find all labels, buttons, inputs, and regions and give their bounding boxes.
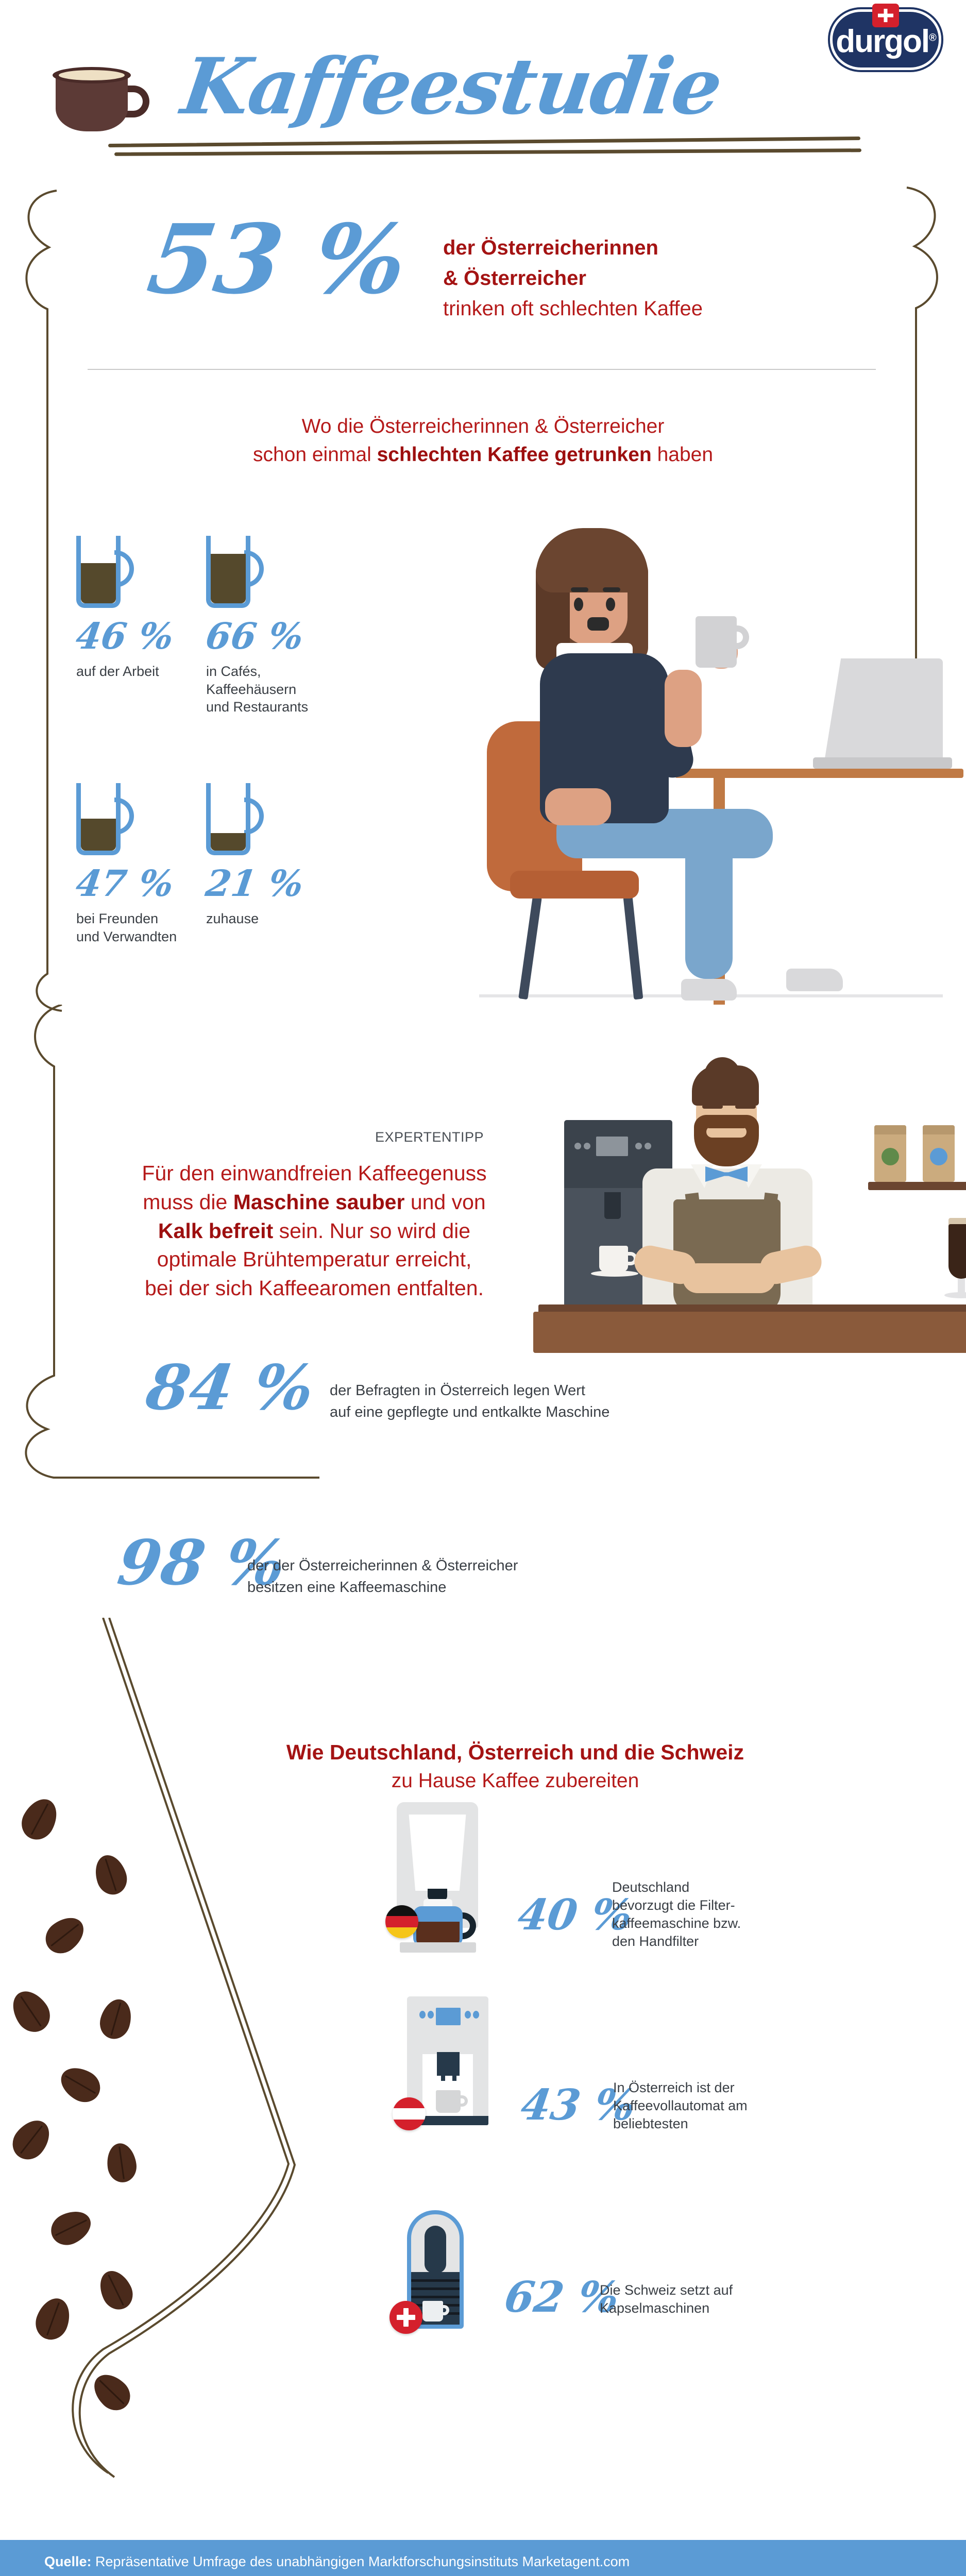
expert-line-2-bold: Maschine sauber xyxy=(233,1190,405,1214)
where-heading-post: haben xyxy=(651,444,714,466)
where-heading-bold: schlechten Kaffee getrunken xyxy=(377,444,652,466)
footer-source-text: Repräsentative Umfrage des unabhängigen … xyxy=(91,2554,630,2570)
registered-trademark-icon: ® xyxy=(929,32,937,44)
dach-text-austria: In Österreich ist der Kaffeevollautomat … xyxy=(613,2080,748,2132)
dach-subheading: zu Hause Kaffee zubereiten xyxy=(391,1770,639,1792)
footer-source-label: Quelle: xyxy=(44,2554,92,2570)
capsule-coffee-machine-icon xyxy=(407,2210,474,2336)
expert-line-2-post: und von xyxy=(404,1190,486,1214)
expert-line-1: Für den einwandfreien Kaffeegenuss xyxy=(142,1161,487,1185)
hero-divider xyxy=(88,369,876,370)
expert-tip-label: EXPERTENTIPP xyxy=(375,1129,484,1145)
cup-stat-block-1: 46 % auf der Arbeit xyxy=(73,536,231,681)
durgol-logo: durgol® xyxy=(830,4,941,70)
fully-automatic-coffee-machine-icon xyxy=(407,1996,495,2130)
expert-line-3-bold: Kalk befreit xyxy=(158,1218,274,1243)
hero-line-3: trinken oft schlechten Kaffee xyxy=(443,297,703,320)
expert-line-4: optimale Brühtemperatur erreicht, xyxy=(157,1247,472,1272)
stat-84-percent: 84 % xyxy=(142,1351,318,1424)
decorative-line-1 xyxy=(108,136,861,148)
page-title: Kaffeestudie xyxy=(176,41,727,132)
cup-label-4: zuhause xyxy=(206,911,259,926)
german-flag-icon xyxy=(385,1905,418,1938)
cup-stat-block-3: 47 % bei Freunden und Verwandten xyxy=(73,783,231,945)
expert-line-3-post: sein. Nur so wird die xyxy=(273,1218,471,1243)
filter-coffee-machine-icon xyxy=(397,1802,484,1957)
stat-84-line-2: auf eine gepflegte und entkalkte Maschin… xyxy=(330,1404,610,1421)
cup-label-2: in Cafés, Kaffeehäusern und Restaurants xyxy=(206,664,309,715)
dach-text-germany: Deutschland bevorzugt die Filter- kaffee… xyxy=(612,1879,741,1950)
swiss-flag-icon xyxy=(389,2301,422,2334)
hero-percent: 53 % xyxy=(141,203,414,315)
footer-line-1: Quelle: Repräsentative Umfrage des unabh… xyxy=(44,2551,630,2573)
dach-text-switzerland: Die Schweiz setzt auf Kapselmaschinen xyxy=(600,2282,733,2316)
coffee-mug-icon xyxy=(206,536,264,608)
dach-row-austria: 43 % In Österreich ist der Kaffeevollaut… xyxy=(393,1996,966,2161)
where-heading-line-2: schon einmal schlechten Kaffee getrunken… xyxy=(0,440,966,469)
dach-row-germany: 40 % Deutschland bevorzugt die Filter- k… xyxy=(385,1802,963,1972)
expert-line-2-pre: muss die xyxy=(143,1190,233,1214)
stat-98-line-2: besitzen eine Kaffeemaschine xyxy=(247,1579,447,1596)
dach-heading: Wie Deutschland, Österreich und die Schw… xyxy=(286,1740,744,1764)
footer-line-2: im Auftrag der Schweizer Traditionsmarke… xyxy=(44,2573,630,2576)
stat-84-line-1: der Befragten in Österreich legen Wert xyxy=(330,1382,585,1399)
woman-drinking-coffee-illustration xyxy=(479,515,966,1005)
barista-illustration xyxy=(533,1054,966,1363)
logo-brand-text: durgol xyxy=(836,24,930,59)
cup-percent-2: 66 % xyxy=(203,615,307,657)
expert-line-5: bei der sich Kaffeearomen entfalten. xyxy=(145,1276,484,1300)
footer-source: Quelle: Repräsentative Umfrage des unabh… xyxy=(0,2540,966,2576)
austrian-flag-icon xyxy=(393,2097,426,2130)
hero-line-1: der Österreicherinnen xyxy=(443,236,658,259)
cup-stat-block-2: 66 % in Cafés, Kaffeehäusern und Restaur… xyxy=(203,536,361,716)
cup-label-1: auf der Arbeit xyxy=(76,664,159,679)
expert-tip-text: Für den einwandfreien Kaffeegenuss muss … xyxy=(52,1159,577,1303)
where-heading-line-1: Wo die Österreicherinnen & Österreicher xyxy=(301,415,665,437)
coffee-mug-icon xyxy=(76,783,134,855)
expert-line-3: Kalk befreit sein. Nur so wird die xyxy=(52,1217,577,1246)
header: Kaffeestudie durgol® xyxy=(0,0,966,185)
dach-row-switzerland: 62 % Die Schweiz setzt auf Kapselmaschin… xyxy=(389,2210,966,2365)
hero-line-2: & Österreicher xyxy=(443,267,586,290)
coffee-mug-icon xyxy=(76,536,134,608)
decorative-line-2 xyxy=(114,148,862,156)
coffee-cup-icon xyxy=(53,67,149,134)
coffee-mug-icon xyxy=(206,783,264,855)
cup-label-3: bei Freunden und Verwandten xyxy=(76,911,177,944)
stat-98-line-1: der der Österreicherinnen & Österreicher xyxy=(247,1557,518,1574)
where-heading-pre: schon einmal xyxy=(252,444,377,466)
expert-line-2: muss die Maschine sauber und von xyxy=(52,1188,577,1217)
swiss-cross-icon xyxy=(872,4,899,27)
cup-stat-block-4: 21 % zuhause xyxy=(203,783,361,928)
cup-percent-4: 21 % xyxy=(203,862,307,905)
